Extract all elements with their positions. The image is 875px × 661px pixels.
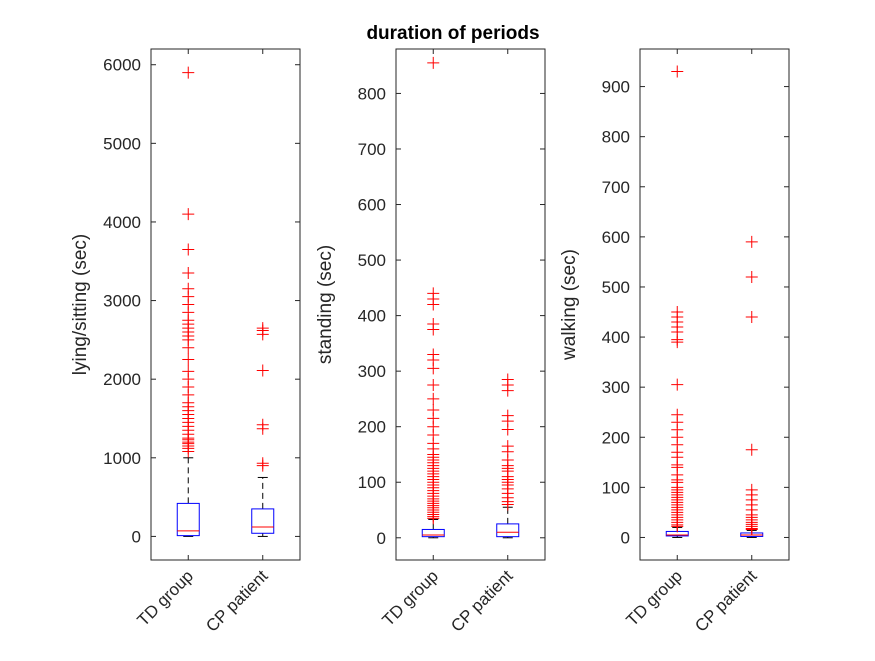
x-tick-label: TD group xyxy=(379,566,443,630)
outlier-marker xyxy=(501,440,514,453)
y-tick-label: 800 xyxy=(358,84,386,103)
outlier-marker xyxy=(427,317,440,330)
x-tick-label: TD group xyxy=(623,566,687,630)
outlier-marker xyxy=(427,348,440,361)
axes-frame-1 xyxy=(150,48,301,561)
outlier-marker xyxy=(182,365,195,378)
outlier-marker xyxy=(745,311,758,324)
outlier-marker xyxy=(671,65,684,78)
box-iqr xyxy=(176,502,200,537)
y-tick-label: 300 xyxy=(602,378,630,397)
y-axis-label: lying/sitting (sec) xyxy=(70,234,91,376)
y-tick-label: 0 xyxy=(377,529,386,548)
y-tick-label: 800 xyxy=(602,128,630,147)
outlier-marker xyxy=(501,373,514,386)
outlier-marker xyxy=(182,66,195,79)
outlier-marker xyxy=(745,270,758,283)
figure-title: duration of periods xyxy=(366,23,539,44)
y-tick-label: 5000 xyxy=(103,134,141,153)
outlier-marker xyxy=(427,392,440,405)
outlier-marker xyxy=(427,287,440,300)
outlier-marker xyxy=(182,353,195,366)
box-iqr xyxy=(496,523,520,538)
outlier-marker xyxy=(745,443,758,456)
outlier-marker xyxy=(745,235,758,248)
outlier-marker xyxy=(182,267,195,280)
y-tick-label: 0 xyxy=(621,528,630,547)
x-tick-label: CP patient xyxy=(447,566,517,636)
y-tick-label: 500 xyxy=(358,251,386,270)
y-tick-label: 900 xyxy=(602,78,630,97)
outlier-marker xyxy=(182,243,195,256)
y-tick-label: 1000 xyxy=(103,449,141,468)
y-tick-label: 0 xyxy=(132,527,141,546)
outlier-marker xyxy=(671,408,684,421)
y-tick-label: 4000 xyxy=(103,213,141,232)
outlier-marker xyxy=(427,56,440,69)
y-tick-label: 600 xyxy=(602,228,630,247)
y-tick-label: 100 xyxy=(358,473,386,492)
outlier-marker xyxy=(256,364,269,377)
y-tick-label: 300 xyxy=(358,362,386,381)
y-tick-label: 400 xyxy=(358,307,386,326)
y-tick-label: 3000 xyxy=(103,292,141,311)
outlier-marker xyxy=(182,208,195,221)
outlier-marker xyxy=(745,483,758,496)
outlier-marker xyxy=(256,322,269,335)
y-tick-label: 600 xyxy=(358,196,386,215)
x-tick-label: CP patient xyxy=(202,566,272,636)
y-tick-label: 2000 xyxy=(103,370,141,389)
y-tick-label: 400 xyxy=(602,328,630,347)
box-iqr xyxy=(251,508,275,534)
y-axis-label: standing (sec) xyxy=(315,245,336,364)
x-tick-label: CP patient xyxy=(691,566,761,636)
y-axis-label: walking (sec) xyxy=(559,249,580,361)
y-tick-label: 100 xyxy=(602,478,630,497)
y-tick-label: 200 xyxy=(358,418,386,437)
y-tick-label: 700 xyxy=(602,178,630,197)
outlier-marker xyxy=(671,378,684,391)
outlier-marker xyxy=(671,306,684,319)
outlier-marker xyxy=(256,457,269,470)
outlier-marker xyxy=(182,282,195,295)
box-iqr xyxy=(421,528,445,538)
y-tick-label: 200 xyxy=(602,428,630,447)
x-tick-label: TD group xyxy=(134,566,198,630)
outlier-marker xyxy=(256,418,269,431)
axes-frame-2 xyxy=(395,48,546,561)
outlier-marker xyxy=(427,404,440,417)
outlier-marker xyxy=(501,409,514,422)
y-tick-label: 700 xyxy=(358,140,386,159)
outlier-marker xyxy=(427,379,440,392)
axes-frame-3 xyxy=(639,48,790,561)
y-tick-label: 500 xyxy=(602,278,630,297)
y-tick-label: 6000 xyxy=(103,56,141,75)
